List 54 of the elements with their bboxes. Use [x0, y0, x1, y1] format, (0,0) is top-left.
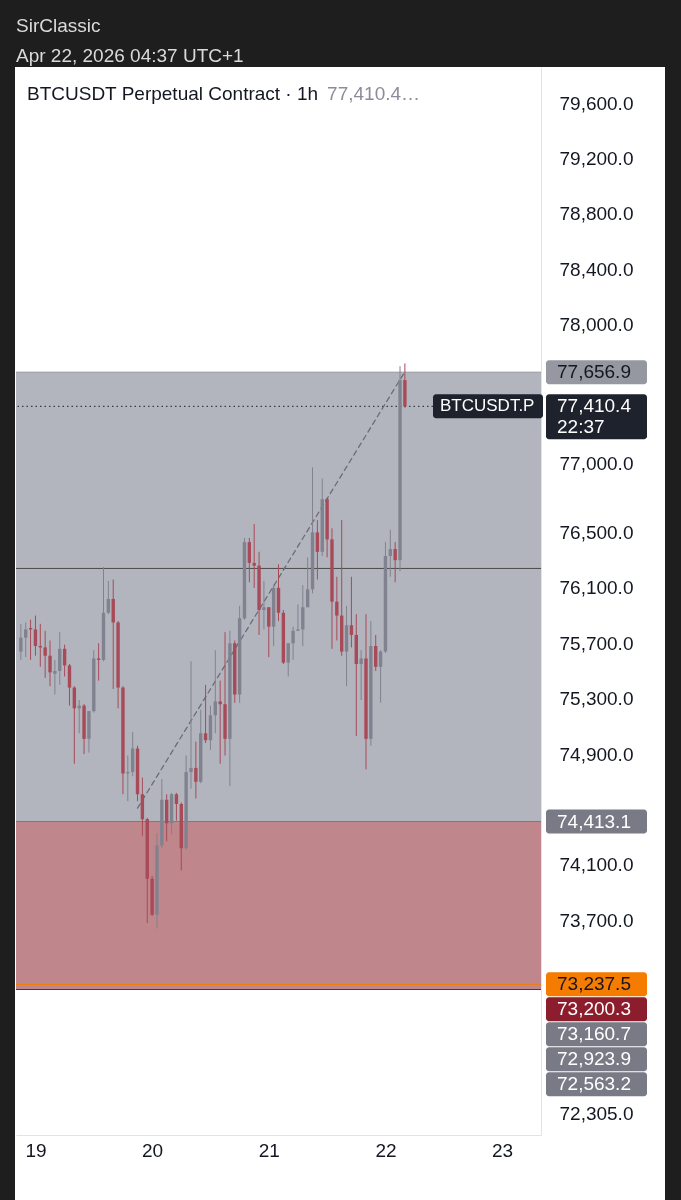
candlestick — [286, 642, 290, 677]
candlestick — [252, 523, 256, 589]
candlestick — [393, 541, 397, 583]
y-tick-label: 78,800.0 — [559, 203, 634, 225]
ref-line-label: 74,413.1 — [557, 810, 631, 832]
y-tick-label: 72,305.0 — [559, 1103, 634, 1125]
text: BTCUSDT Perpetual Contract · 1h — [27, 83, 319, 104]
y-tick-label: 78,400.0 — [559, 258, 634, 280]
y-tick-label: 73,700.0 — [559, 909, 634, 931]
candlestick — [67, 663, 72, 707]
candlestick — [315, 519, 320, 581]
candlestick — [262, 580, 266, 630]
candlestick — [267, 606, 271, 658]
y-tick-label: 75,700.0 — [559, 632, 634, 654]
y-tick-label: 79,600.0 — [559, 92, 634, 114]
text: 72,923.9 — [557, 1048, 631, 1070]
ref-line-label: 77,656.9 — [557, 361, 631, 383]
candlestick — [174, 792, 179, 822]
text: 77,410.4… — [327, 83, 421, 104]
candlestick — [43, 630, 47, 679]
x-tick-label: 22 — [375, 1139, 397, 1161]
y-tick-label: 74,900.0 — [559, 743, 634, 765]
x-tick-label: 21 — [258, 1139, 280, 1161]
annotation: BTCUSDT.P — [440, 396, 535, 416]
ref-line-label: 77,410.4 22:37 — [557, 395, 632, 438]
y-tick-label: 78,000.0 — [559, 314, 634, 336]
candlestick — [53, 659, 57, 695]
candlestick — [194, 741, 198, 799]
text: SirClassic — [16, 14, 102, 38]
x-tick-label: 19 — [25, 1139, 47, 1161]
candlestick — [296, 603, 300, 632]
x-tick-label: 20 — [142, 1139, 164, 1161]
candlestick — [291, 626, 295, 661]
candlestick — [48, 639, 52, 687]
y-tick-label: 74,100.0 — [559, 854, 634, 876]
y-tick-label: 75,300.0 — [559, 688, 634, 710]
candlestick — [24, 621, 28, 658]
candlestick — [359, 649, 363, 701]
candlestick — [349, 576, 354, 648]
text: Apr 22, 2026 04:37 UTC+1 — [16, 44, 244, 68]
candlestick — [335, 576, 339, 641]
text: 73,160.7 — [557, 1023, 631, 1045]
candlestick — [96, 642, 101, 682]
y-tick-label: 76,500.0 — [559, 521, 634, 543]
text: 72,563.2 — [557, 1073, 631, 1095]
candlestick — [218, 680, 222, 765]
ref-line-label: 73,200.3 — [557, 998, 631, 1020]
candlestick — [19, 623, 23, 661]
y-tick-label: 77,000.0 — [559, 452, 634, 474]
candlestick — [301, 584, 305, 647]
ref-line-label: 73,237.5 — [557, 973, 631, 995]
y-tick-label: 76,100.0 — [559, 577, 634, 599]
y-tick-label: 79,200.0 — [559, 147, 634, 169]
x-tick-label: 23 — [492, 1139, 514, 1161]
